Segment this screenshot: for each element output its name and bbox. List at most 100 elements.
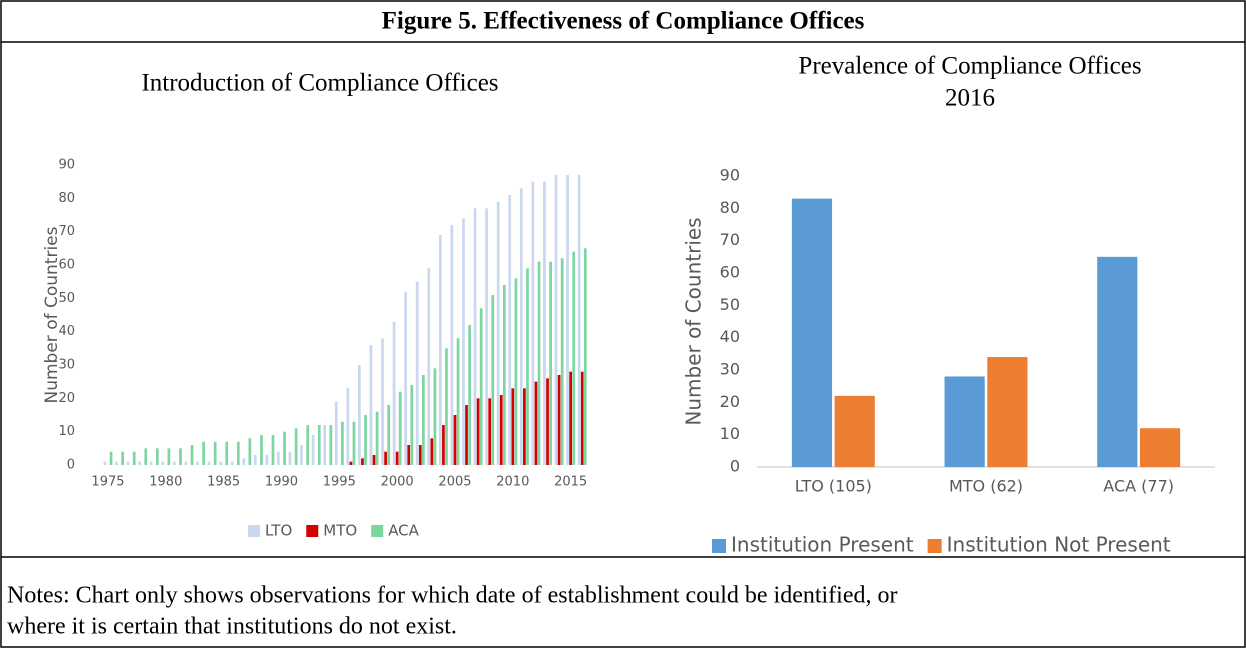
y-tick-label: 30 <box>720 360 740 379</box>
y-tick-label: 70 <box>720 230 740 249</box>
bar <box>422 375 425 465</box>
bar <box>488 398 492 465</box>
y-tick-label: 70 <box>58 224 75 239</box>
bar <box>207 461 211 465</box>
chart-title: Introduction of Compliance Offices <box>141 70 498 97</box>
bar <box>491 295 495 465</box>
bar <box>349 461 353 465</box>
bar <box>543 181 546 465</box>
chart-subtitle: 2016 <box>945 85 995 112</box>
bar <box>346 388 350 465</box>
bar <box>248 438 252 465</box>
bar <box>369 345 373 465</box>
y-tick-label: 60 <box>720 263 740 282</box>
bar <box>213 441 217 465</box>
bar <box>329 425 333 465</box>
chart-title: Prevalence of Compliance Offices <box>798 53 1141 80</box>
y-tick-label: 10 <box>720 424 740 443</box>
bar <box>572 251 576 465</box>
legend-swatch <box>712 539 726 553</box>
bar <box>115 461 118 465</box>
bar <box>103 461 107 465</box>
x-tick-label: 1995 <box>323 475 356 490</box>
figure-title: Figure 5. Effectiveness of Compliance Of… <box>382 8 865 35</box>
bar <box>445 348 448 465</box>
bar <box>511 388 515 465</box>
bar <box>508 195 512 465</box>
bar <box>468 325 471 465</box>
bar <box>473 208 477 466</box>
bar <box>219 461 222 465</box>
bar <box>361 458 364 465</box>
bar <box>526 268 529 465</box>
bar <box>334 401 338 465</box>
y-tick-label: 90 <box>720 166 740 185</box>
bar <box>450 225 454 465</box>
bar <box>583 248 587 465</box>
bar <box>534 381 538 465</box>
bar <box>381 338 384 465</box>
bar <box>190 445 194 465</box>
bar <box>410 385 414 465</box>
bar <box>395 451 399 465</box>
bar <box>987 357 1028 467</box>
bar <box>407 445 411 465</box>
bar <box>155 448 159 465</box>
bar <box>196 461 199 465</box>
bar <box>387 405 391 465</box>
bar <box>465 405 468 465</box>
bar <box>415 281 419 465</box>
bar <box>519 188 523 466</box>
bar <box>242 458 246 465</box>
legend-label: Institution Present <box>731 533 914 557</box>
bar <box>109 451 113 465</box>
y-tick-label: 50 <box>720 295 740 314</box>
bar <box>294 428 298 465</box>
x-tick-label: 2015 <box>554 475 587 490</box>
bar <box>476 398 480 465</box>
bar <box>442 425 445 465</box>
bar <box>277 451 280 465</box>
bar <box>306 425 310 465</box>
bar <box>172 461 176 465</box>
bar <box>557 375 561 465</box>
bar <box>1139 428 1181 467</box>
notes-line: where it is certain that institutions do… <box>7 614 457 640</box>
bar <box>265 455 269 465</box>
bar <box>167 448 171 465</box>
bar <box>433 368 437 465</box>
x-tick-label: LTO (105) <box>795 477 872 496</box>
bar <box>392 321 396 465</box>
bar <box>569 371 573 465</box>
bar <box>554 175 558 465</box>
bar <box>430 438 434 465</box>
bar <box>288 451 292 465</box>
bar <box>317 425 321 465</box>
bar <box>418 445 422 465</box>
bar <box>438 235 442 465</box>
y-axis-label: Number of Countries <box>42 226 62 403</box>
bar <box>364 415 367 465</box>
legend-swatch <box>306 525 319 537</box>
y-tick-label: 80 <box>58 191 75 206</box>
bar <box>523 388 526 465</box>
bar <box>496 201 500 465</box>
bar <box>1097 256 1138 467</box>
bar <box>144 448 148 465</box>
bar <box>184 461 188 465</box>
bar <box>372 455 376 465</box>
bar <box>384 451 387 465</box>
bar <box>260 435 263 465</box>
bar <box>499 395 503 465</box>
y-tick-label: 10 <box>58 424 75 439</box>
bar <box>126 461 130 465</box>
y-axis-label: Number of Countries <box>682 217 706 425</box>
x-tick-label: 1975 <box>91 475 124 490</box>
bar <box>453 415 457 465</box>
bar <box>202 441 205 465</box>
bar <box>352 421 356 465</box>
legend-label: Institution Not Present <box>947 533 1171 557</box>
bar <box>236 441 240 465</box>
